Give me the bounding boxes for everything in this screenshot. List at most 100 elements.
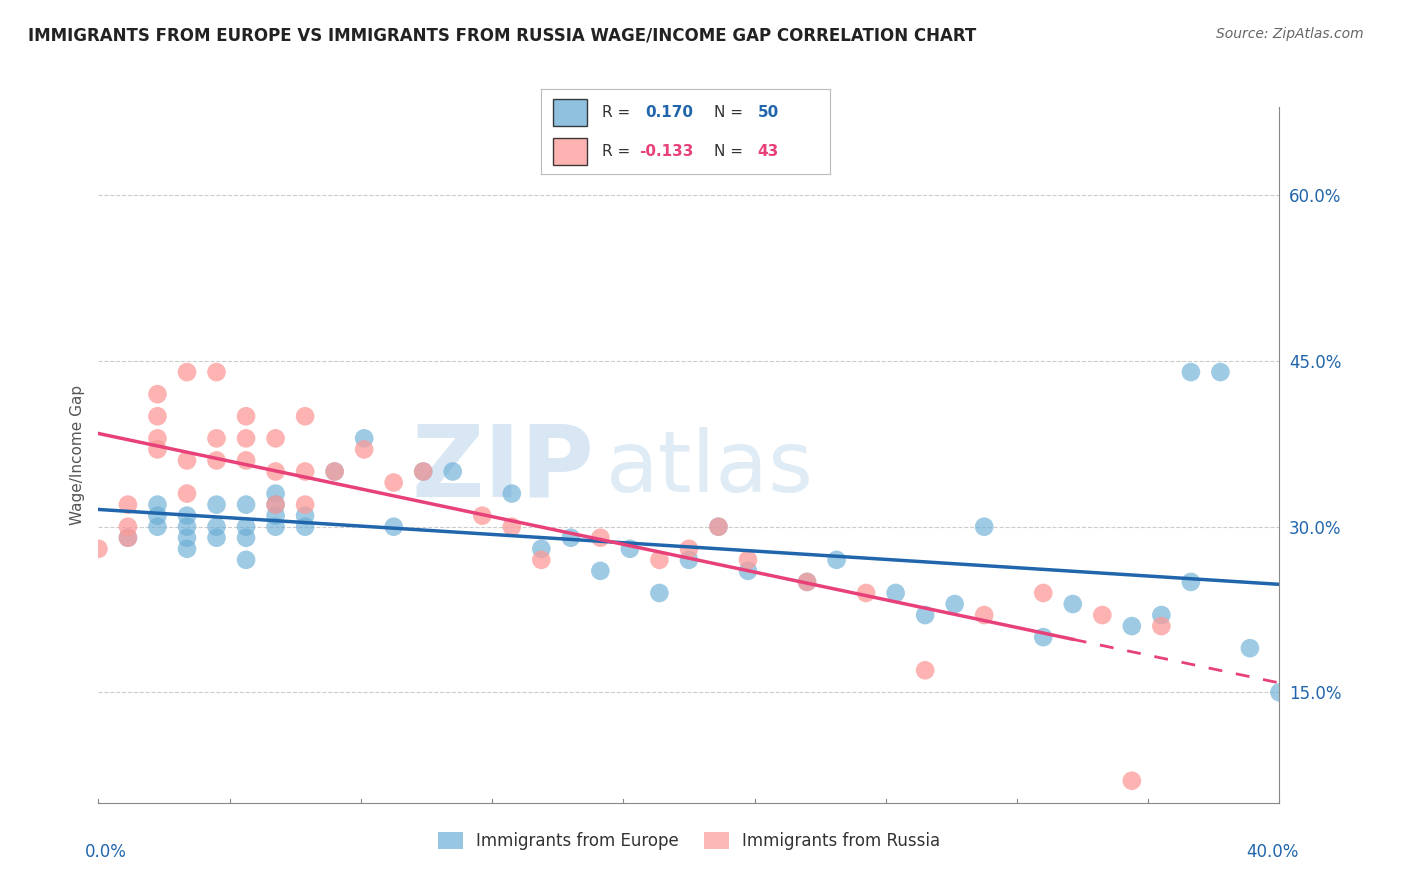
Point bbox=[146, 508, 169, 523]
Point bbox=[441, 465, 464, 479]
Point bbox=[1150, 619, 1173, 633]
Point bbox=[412, 465, 434, 479]
Point bbox=[707, 519, 730, 533]
Point bbox=[796, 574, 818, 589]
Text: Source: ZipAtlas.com: Source: ZipAtlas.com bbox=[1216, 27, 1364, 41]
Point bbox=[648, 553, 671, 567]
Point bbox=[1268, 685, 1291, 699]
Point bbox=[264, 519, 287, 533]
Point bbox=[264, 431, 287, 445]
Point bbox=[1091, 608, 1114, 623]
Text: N =: N = bbox=[714, 104, 748, 120]
Point bbox=[176, 519, 198, 533]
Point bbox=[678, 553, 700, 567]
Point bbox=[235, 498, 257, 512]
Point bbox=[264, 498, 287, 512]
Text: 0.0%: 0.0% bbox=[84, 843, 127, 861]
Point bbox=[973, 608, 995, 623]
Point bbox=[235, 531, 257, 545]
Text: -0.133: -0.133 bbox=[640, 144, 693, 159]
Point bbox=[884, 586, 907, 600]
Point bbox=[382, 475, 405, 490]
Point bbox=[205, 431, 228, 445]
FancyBboxPatch shape bbox=[553, 138, 588, 165]
Point bbox=[1150, 608, 1173, 623]
Point bbox=[1209, 365, 1232, 379]
Point bbox=[1032, 586, 1054, 600]
Point bbox=[235, 519, 257, 533]
Point bbox=[264, 465, 287, 479]
Point bbox=[323, 465, 346, 479]
Point bbox=[530, 553, 553, 567]
Text: ZIP: ZIP bbox=[412, 420, 595, 517]
Point bbox=[471, 508, 494, 523]
Point bbox=[619, 541, 641, 556]
Point bbox=[294, 519, 316, 533]
Point bbox=[560, 531, 582, 545]
Point bbox=[1032, 630, 1054, 644]
Point bbox=[176, 365, 198, 379]
Point bbox=[264, 486, 287, 500]
Point bbox=[1062, 597, 1084, 611]
Point bbox=[146, 409, 169, 424]
Point bbox=[117, 531, 139, 545]
Text: atlas: atlas bbox=[606, 427, 814, 510]
Point bbox=[1180, 365, 1202, 379]
Point bbox=[205, 498, 228, 512]
Point bbox=[235, 409, 257, 424]
Point bbox=[501, 486, 523, 500]
Text: N =: N = bbox=[714, 144, 748, 159]
Point bbox=[973, 519, 995, 533]
Point bbox=[707, 519, 730, 533]
Point bbox=[176, 531, 198, 545]
Point bbox=[589, 564, 612, 578]
Point bbox=[146, 498, 169, 512]
Point bbox=[117, 498, 139, 512]
Text: R =: R = bbox=[602, 144, 636, 159]
Point bbox=[501, 519, 523, 533]
FancyBboxPatch shape bbox=[553, 98, 588, 126]
Y-axis label: Wage/Income Gap: Wage/Income Gap bbox=[69, 384, 84, 525]
Point bbox=[146, 431, 169, 445]
Text: 40.0%: 40.0% bbox=[1246, 843, 1299, 861]
Point bbox=[914, 608, 936, 623]
Point bbox=[323, 465, 346, 479]
Point bbox=[146, 519, 169, 533]
Point bbox=[294, 508, 316, 523]
Point bbox=[737, 564, 759, 578]
Legend: Immigrants from Europe, Immigrants from Russia: Immigrants from Europe, Immigrants from … bbox=[432, 826, 946, 857]
Point bbox=[294, 465, 316, 479]
Point bbox=[1239, 641, 1261, 656]
Point bbox=[146, 387, 169, 401]
Point bbox=[294, 498, 316, 512]
Point bbox=[176, 541, 198, 556]
Point bbox=[796, 574, 818, 589]
Point bbox=[235, 431, 257, 445]
Point bbox=[205, 365, 228, 379]
Point bbox=[648, 586, 671, 600]
Text: R =: R = bbox=[602, 104, 640, 120]
Point bbox=[530, 541, 553, 556]
Text: 43: 43 bbox=[758, 144, 779, 159]
Point bbox=[1121, 619, 1143, 633]
Point bbox=[678, 541, 700, 556]
Point bbox=[146, 442, 169, 457]
Point bbox=[737, 553, 759, 567]
Point bbox=[412, 465, 434, 479]
Point bbox=[382, 519, 405, 533]
Point bbox=[87, 541, 110, 556]
Point bbox=[117, 519, 139, 533]
Text: 0.170: 0.170 bbox=[645, 104, 693, 120]
Point bbox=[235, 453, 257, 467]
Point bbox=[176, 486, 198, 500]
Point bbox=[176, 453, 198, 467]
Point bbox=[294, 409, 316, 424]
Text: 50: 50 bbox=[758, 104, 779, 120]
Point bbox=[264, 508, 287, 523]
Point bbox=[117, 531, 139, 545]
Point bbox=[943, 597, 966, 611]
Point bbox=[589, 531, 612, 545]
Point bbox=[855, 586, 877, 600]
Point bbox=[1121, 773, 1143, 788]
Text: IMMIGRANTS FROM EUROPE VS IMMIGRANTS FROM RUSSIA WAGE/INCOME GAP CORRELATION CHA: IMMIGRANTS FROM EUROPE VS IMMIGRANTS FRO… bbox=[28, 27, 976, 45]
